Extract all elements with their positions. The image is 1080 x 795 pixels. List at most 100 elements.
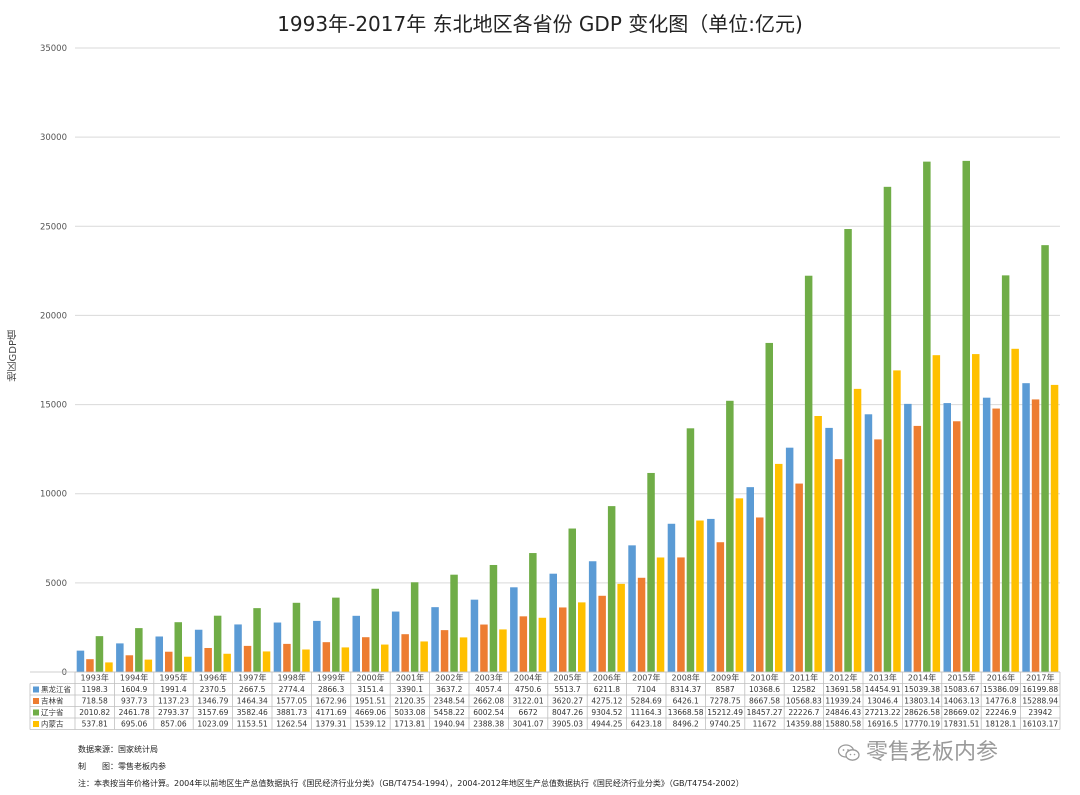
bar	[834, 459, 843, 672]
data-label: 2662.08	[473, 697, 504, 706]
data-label: 1153.51	[237, 720, 268, 729]
x-tick-label: 2005年	[553, 673, 581, 683]
footnote: 注：本表按当年价格计算。2004年以前地区生产总值数据执行《国民经济行业分类》（…	[78, 779, 744, 788]
legend-entry: 内蒙古	[41, 719, 64, 729]
y-tick-label: 30000	[40, 133, 67, 143]
bar	[578, 602, 586, 672]
data-label: 2010.82	[79, 708, 110, 717]
data-label: 6423.18	[631, 720, 662, 729]
data-label: 4944.25	[591, 720, 622, 729]
y-tick-label: 35000	[40, 44, 67, 54]
x-tick-label: 2010年	[750, 673, 778, 683]
data-label: 11164.3	[631, 708, 662, 717]
legend-entry: 辽宁省	[41, 707, 64, 717]
bar	[431, 607, 439, 672]
bar	[292, 602, 301, 672]
bar	[853, 388, 862, 672]
bar	[1050, 384, 1059, 672]
data-label: 16103.17	[1022, 720, 1058, 729]
data-label: 15386.09	[983, 685, 1019, 694]
data-label: 5458.22	[434, 708, 465, 717]
x-tick-label: 2009年	[711, 673, 739, 683]
bar	[283, 643, 291, 672]
data-label: 3881.73	[276, 708, 307, 717]
bar	[972, 354, 980, 672]
bar	[302, 649, 310, 672]
data-label: 4750.6	[515, 685, 541, 694]
bar	[962, 160, 970, 673]
gdp-bar-chart: 0 5000 10000 15000 20000 25000 30000 35000 1993年…	[29, 44, 1061, 730]
bar	[450, 574, 458, 672]
data-label: 15083.67	[944, 685, 980, 694]
data-label: 6211.8	[594, 685, 620, 694]
bar	[76, 650, 85, 672]
y-tick-label: 5000	[45, 579, 67, 589]
bar	[932, 355, 941, 672]
y-tick-label: 15000	[40, 401, 67, 411]
data-label: 4275.12	[591, 697, 622, 706]
data-label: 1940.94	[434, 720, 465, 729]
data-label: 1539.12	[355, 720, 386, 729]
bar	[341, 647, 350, 672]
data-label: 18457.27	[747, 708, 783, 717]
data-label: 13046.4	[867, 697, 898, 706]
bar	[194, 629, 203, 672]
data-label: 1577.05	[276, 697, 307, 706]
data-label: 12582	[792, 685, 816, 694]
bar	[105, 662, 113, 672]
bar	[401, 634, 409, 672]
bar	[1041, 245, 1049, 672]
data-label: 3157.69	[197, 708, 228, 717]
bar	[804, 275, 813, 672]
data-label: 28669.02	[944, 708, 980, 717]
data-source-note: 数据来源：国家统计局	[78, 745, 158, 754]
legend-entry: 黑龙江省	[41, 684, 71, 694]
bar	[617, 583, 625, 672]
bar	[883, 186, 892, 673]
watermark-text: 零售老板内参	[866, 740, 999, 765]
data-label: 2348.54	[434, 697, 465, 706]
data-label: 8314.37	[670, 685, 701, 694]
chart-title: 1993年-2017年 东北地区各省份 GDP 变化图（单位:亿元)	[277, 12, 803, 36]
x-tick-label: 2000年	[356, 673, 384, 683]
data-label: 857.06	[160, 720, 186, 729]
bar	[1031, 399, 1040, 672]
legend-swatch	[33, 709, 39, 716]
bar	[746, 487, 754, 672]
bar	[1022, 383, 1030, 672]
bar	[253, 608, 261, 672]
bar	[470, 599, 479, 672]
bar	[549, 573, 557, 672]
x-tick-label: 2017年	[1026, 673, 1054, 683]
bar	[775, 463, 783, 672]
x-tick-label: 1998年	[278, 673, 306, 683]
data-label: 7104	[637, 685, 656, 694]
data-label: 5513.7	[554, 685, 580, 694]
bar	[499, 629, 507, 672]
data-label: 5284.69	[631, 697, 662, 706]
bar	[519, 616, 528, 672]
bar	[420, 641, 428, 672]
bar	[982, 397, 991, 672]
data-label: 1672.96	[316, 697, 347, 706]
data-label: 15039.38	[904, 685, 940, 694]
data-label: 1464.34	[237, 697, 268, 706]
data-label: 1713.81	[394, 720, 425, 729]
data-label: 3122.01	[513, 697, 544, 706]
data-label: 1137.23	[158, 697, 189, 706]
data-label: 15288.94	[1022, 697, 1058, 706]
bar	[529, 553, 537, 672]
bar	[726, 400, 734, 672]
y-tick-label: 20000	[40, 311, 67, 321]
bar	[243, 645, 252, 672]
data-label: 6002.54	[473, 708, 504, 717]
bar	[410, 582, 419, 672]
data-label: 4057.4	[476, 685, 502, 694]
data-label: 24846.43	[825, 708, 861, 717]
data-label: 2793.37	[158, 708, 189, 717]
y-tick-label: 25000	[40, 222, 67, 232]
chart-maker-note: 制 图：零售老板内参	[78, 762, 166, 771]
bar	[489, 564, 498, 672]
bar	[213, 615, 222, 672]
data-label: 13668.58	[668, 708, 704, 717]
